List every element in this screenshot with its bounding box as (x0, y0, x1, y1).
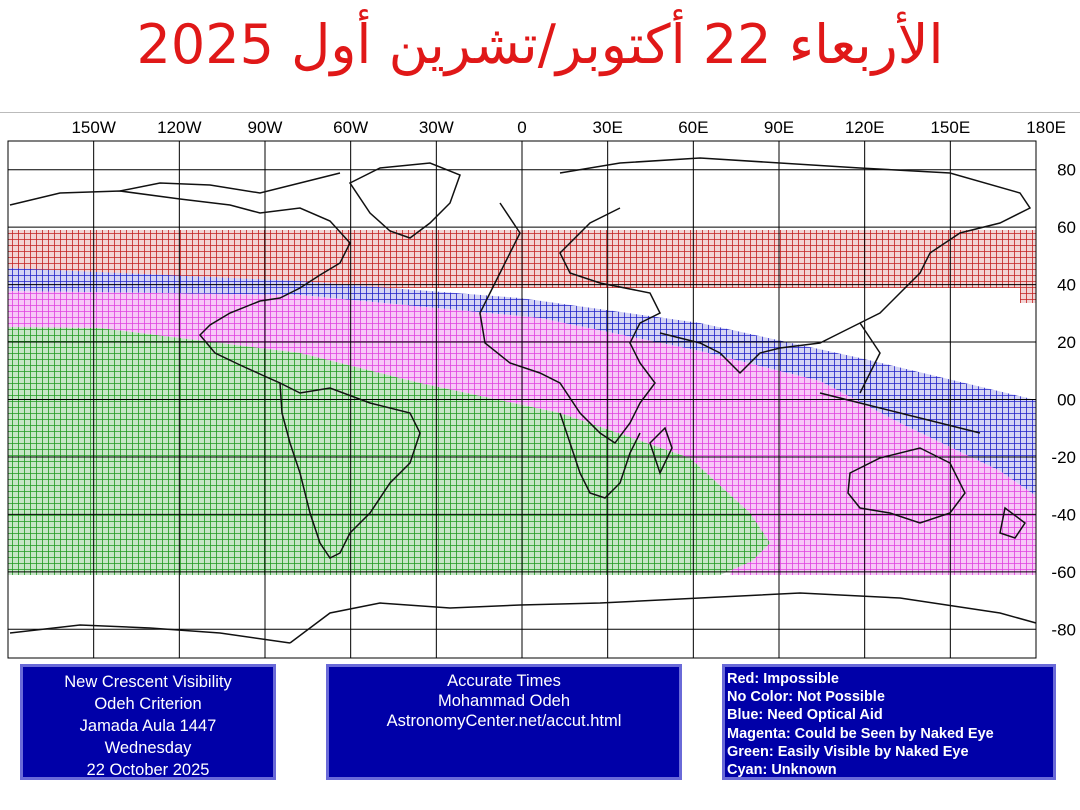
info-line: New Crescent Visibility (64, 673, 232, 691)
map-canvas: 150W 120W 90W 60W 30W 0 30E 60E 90E 120E 150E 180E … (7, 118, 1076, 659)
info-line: Accurate Times (447, 672, 561, 690)
info-line: 22 October 2025 (86, 761, 210, 779)
legend-red: Red: Impossible (727, 671, 839, 687)
info-line: Mohammad Odeh (437, 692, 571, 710)
legend-box: Red: Impossible No Color: Not Possible B… (722, 664, 1056, 780)
info-line: Odeh Criterion (94, 695, 202, 713)
zone-green (8, 327, 770, 575)
page-title: الأربعاء 22 أكتوبر/تشرين أول 2025 (136, 13, 944, 76)
longitude-label: 0 (517, 118, 526, 137)
longitude-label: 150W (71, 118, 115, 137)
legend-green: Green: Easily Visible by Naked Eye (727, 743, 969, 760)
longitude-label: 30E (593, 118, 623, 137)
latitude-label: -60 (1051, 563, 1076, 582)
map-grid (7, 140, 1037, 659)
latitude-label: 60 (1057, 218, 1076, 237)
longitude-label: 90W (248, 118, 283, 137)
longitude-label: 120E (845, 118, 885, 137)
info-box-accurate-times: Accurate Times Mohammad Odeh AstronomyCe… (326, 664, 682, 780)
legend-blue: Blue: Need Optical Aid (727, 707, 883, 724)
info-box-visibility: New Crescent Visibility Odeh Criterion J… (20, 664, 276, 780)
longitude-labels: 150W 120W 90W 60W 30W 0 30E 60E 90E 120E 150E 180E (71, 118, 1066, 137)
latitude-label: 20 (1057, 333, 1076, 352)
latitude-labels: 80 60 40 20 00 -20 -40 -60 -80 (1051, 161, 1076, 640)
latitude-label: -80 (1051, 620, 1076, 639)
info-line: Wednesday (104, 739, 192, 757)
latitude-label: 80 (1057, 161, 1076, 180)
info-line: AstronomyCenter.net/accut.html (386, 712, 622, 730)
longitude-label: 60W (333, 118, 368, 137)
latitude-label: 40 (1057, 276, 1076, 295)
latitude-label: -20 (1051, 448, 1076, 467)
info-line: Jamada Aula 1447 (79, 717, 217, 735)
longitude-label: 120W (157, 118, 201, 137)
longitude-label: 60E (678, 118, 708, 137)
longitude-label: 90E (764, 118, 794, 137)
latitude-label: 00 (1057, 391, 1076, 410)
coastlines (9, 157, 1037, 644)
longitude-label: 150E (930, 118, 970, 137)
longitude-label: 30W (419, 118, 454, 137)
legend-no-color: No Color: Not Possible (727, 689, 885, 706)
legend-magenta: Magenta: Could be Seen by Naked Eye (727, 725, 994, 742)
latitude-label: -40 (1051, 505, 1076, 524)
legend-cyan: Cyan: Unknown (727, 762, 837, 779)
longitude-label: 180E (1026, 118, 1066, 137)
